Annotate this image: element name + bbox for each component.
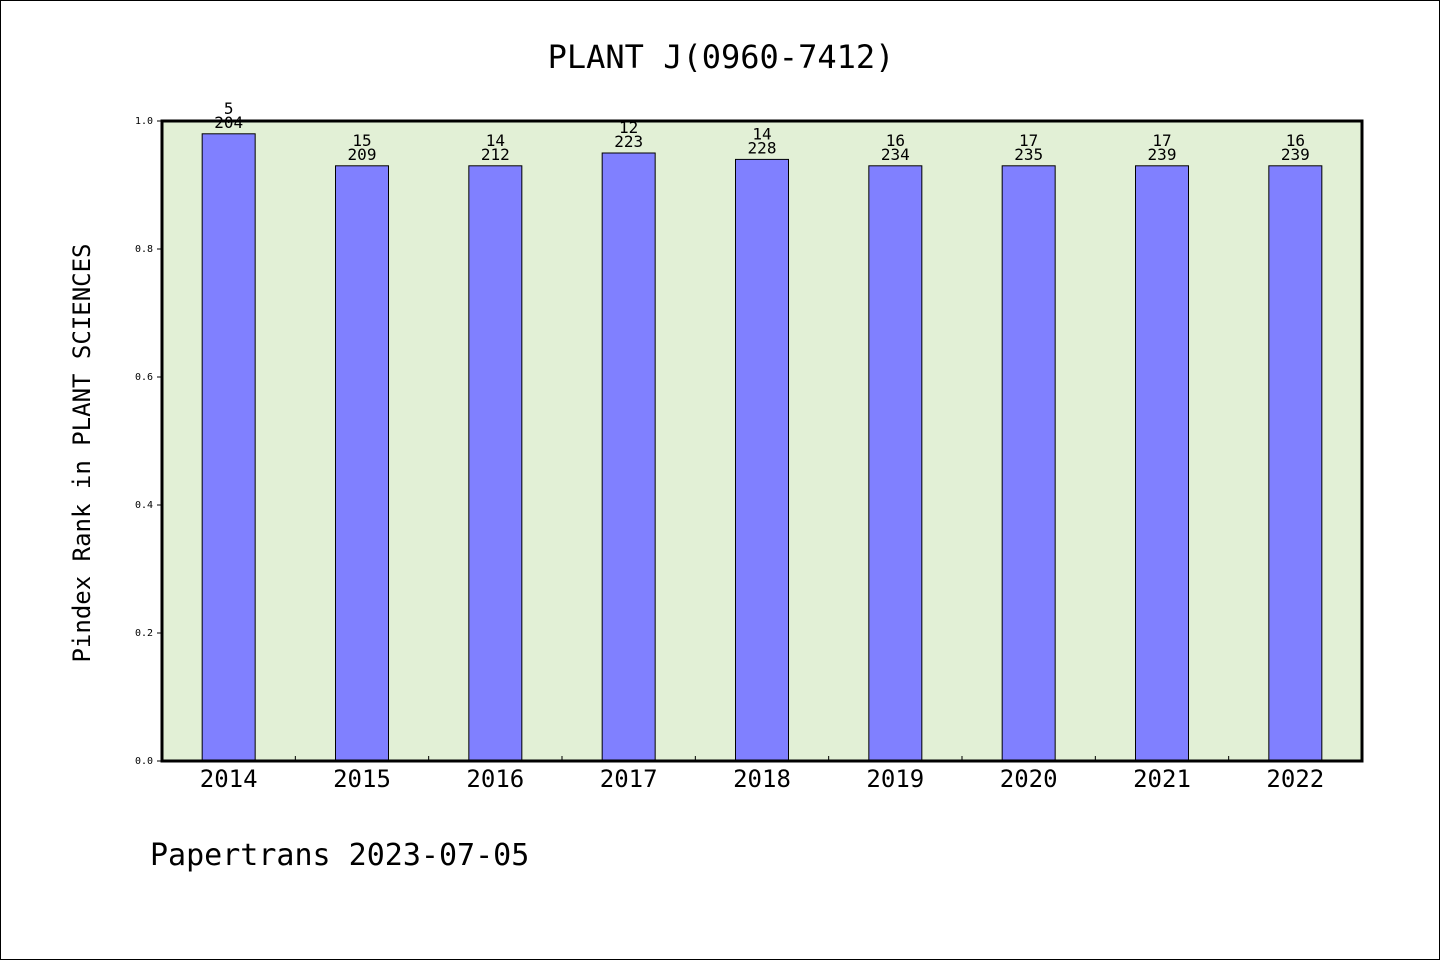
x-tick-label: 2017 <box>600 765 658 793</box>
bar-rank-label: 17 <box>1019 131 1038 150</box>
y-tick-label: 0.2 <box>135 628 153 639</box>
bar-total-label: 223 <box>614 132 643 151</box>
bar-rank-label: 14 <box>486 131 505 150</box>
y-tick-label: 0.6 <box>135 372 153 383</box>
bar-total-label: 235 <box>1014 145 1043 164</box>
footer-credit: Papertrans 2023-07-05 <box>150 838 529 873</box>
bar-2019 <box>868 165 923 762</box>
y-tick-label: 0.8 <box>135 244 153 255</box>
x-tick-label: 2018 <box>733 765 791 793</box>
bar-rank-label: 5 <box>224 99 234 118</box>
bar-rank-label: 16 <box>1286 131 1305 150</box>
x-tick-label: 2020 <box>1000 765 1058 793</box>
bar-2017 <box>601 152 656 762</box>
bar-total-label: 228 <box>748 138 777 157</box>
plot-area: 5204201415209201514212201612223201714228… <box>135 99 1364 793</box>
bar-2015 <box>335 165 389 762</box>
bar-2016 <box>468 165 523 762</box>
x-tick-label: 2022 <box>1266 765 1324 793</box>
bar-rank-label: 17 <box>1152 131 1171 150</box>
bar-total-label: 239 <box>1148 145 1177 164</box>
bar-2022 <box>1268 165 1323 762</box>
bar-2014 <box>201 133 256 762</box>
y-axis-label: Pindex Rank in PLANT SCIENCES <box>68 243 96 662</box>
x-tick-label: 2015 <box>333 765 391 793</box>
y-tick-label: 0.4 <box>135 500 153 511</box>
x-tick-label: 2019 <box>866 765 924 793</box>
y-tick-label: 1.0 <box>135 116 153 127</box>
x-tick-label: 2021 <box>1133 765 1191 793</box>
bar-2018 <box>735 158 789 762</box>
chart-title: PLANT J(0960-7412) <box>548 38 895 76</box>
x-tick-label: 2016 <box>466 765 524 793</box>
x-tick-label: 2014 <box>200 765 258 793</box>
bar-rank-label: 12 <box>619 118 638 137</box>
bar-total-label: 239 <box>1281 145 1310 164</box>
bar-total-label: 234 <box>881 145 910 164</box>
bar-rank-label: 14 <box>752 124 771 143</box>
bar-rank-label: 15 <box>352 131 371 150</box>
bar-2021 <box>1135 165 1189 762</box>
bar-total-label: 212 <box>481 145 510 164</box>
plot-frame <box>160 119 1364 763</box>
y-tick-label: 0.0 <box>135 756 153 767</box>
bar-2020 <box>1001 165 1056 762</box>
bar-rank-label: 16 <box>886 131 905 150</box>
bar-total-label: 209 <box>348 145 377 164</box>
